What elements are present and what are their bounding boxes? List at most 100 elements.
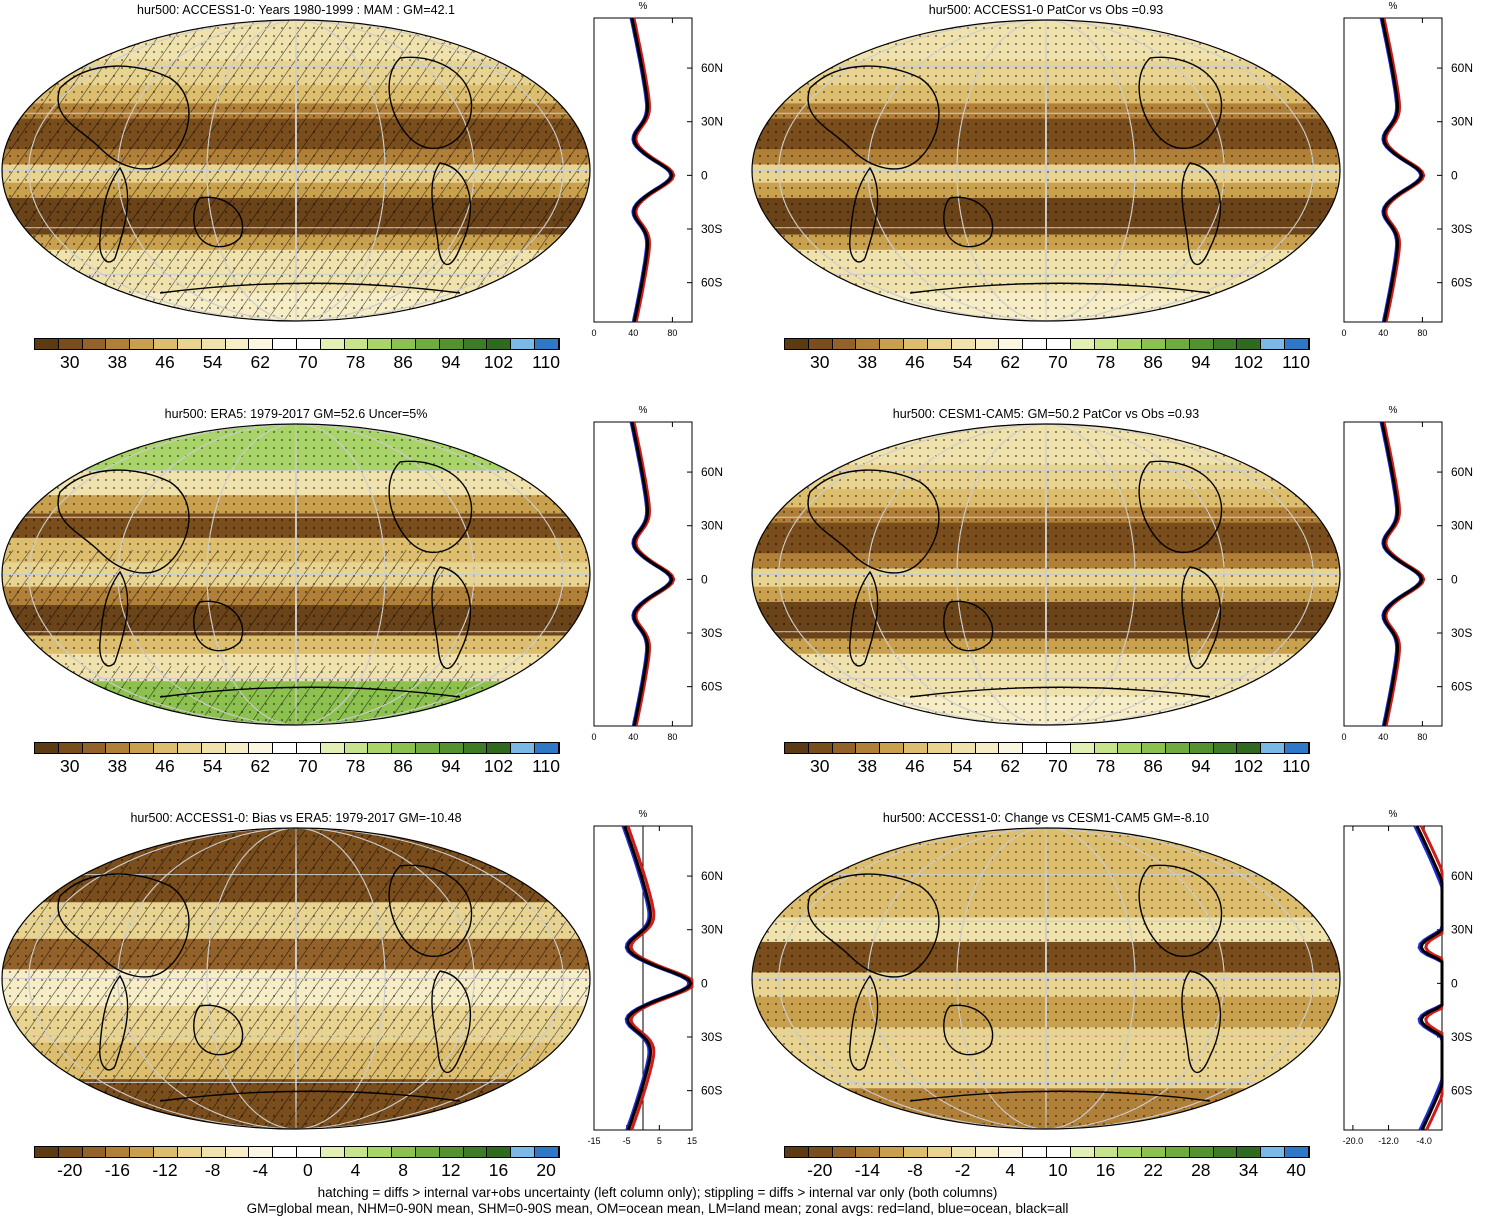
colorbar-swatch	[1046, 743, 1071, 753]
zonal-lat-label: 60N	[701, 61, 723, 75]
zonal-frame	[1343, 17, 1443, 323]
colorbar-swatch	[880, 339, 905, 349]
colorbar-swatch	[511, 1147, 536, 1157]
zonal-x-label: 0	[1341, 732, 1346, 742]
colorbar-swatch	[154, 339, 178, 349]
colorbar-swatch	[35, 743, 59, 753]
colorbar-swatch	[320, 339, 345, 349]
coastline	[909, 686, 1211, 698]
colorbar-tick-label: 70	[298, 756, 318, 776]
colorbar-swatch	[106, 743, 131, 753]
colorbar-swatch	[832, 1147, 857, 1157]
zonal-lat-label: 60N	[1451, 869, 1473, 883]
zonal-lat-label: 60S	[1451, 1084, 1472, 1098]
zonal-lat-label: 60S	[701, 276, 722, 290]
zonal-x-label: 0	[591, 732, 596, 742]
colorbar-tick-label: -2	[954, 1160, 971, 1180]
colorbar-swatch	[1189, 339, 1214, 349]
colorbar-tick-label: 38	[857, 352, 878, 372]
zonal-lat-label: 0	[1451, 572, 1458, 586]
colorbar-swatch	[535, 339, 559, 349]
coastline	[193, 1004, 244, 1056]
colorbar-swatch	[344, 1147, 369, 1157]
colorbar-swatch	[904, 339, 928, 349]
colorbar-swatch	[1142, 743, 1166, 753]
colorbar-swatch	[249, 743, 274, 753]
map-field	[2, 424, 590, 725]
colorbar-swatch	[1237, 743, 1262, 753]
zonal-lat-label: 30N	[1451, 923, 1473, 937]
colorbar-swatch	[808, 339, 833, 349]
zonal-x-label: -20.0	[1343, 1136, 1364, 1146]
colorbar-swatch	[130, 339, 155, 349]
zonal-lat-label: 30N	[1451, 519, 1473, 533]
colorbar-swatch	[1285, 743, 1309, 753]
colorbar-swatch	[344, 743, 369, 753]
colorbar-tick-label: 78	[345, 352, 366, 372]
colorbar-tick-label: 46	[155, 756, 175, 776]
colorbar-swatch	[1213, 339, 1238, 349]
map-panel-3	[1, 423, 591, 726]
colorbar-swatch	[1166, 743, 1190, 753]
colorbar-tick-label: 110	[1282, 352, 1311, 372]
colorbar-tick-label: 46	[155, 352, 175, 372]
zonal-lat-label: 30N	[1451, 115, 1473, 129]
zonal-lat-label: 30S	[701, 1030, 722, 1044]
colorbar-tick-label: -14	[854, 1160, 881, 1180]
colorbar-swatch	[999, 1147, 1024, 1157]
colorbar-tick-label: 40	[1286, 1160, 1306, 1180]
colorbar-tick-label: 86	[1143, 756, 1163, 776]
colorbar-swatch	[1142, 1147, 1166, 1157]
colorbar-swatch	[904, 743, 928, 753]
colorbar-swatch	[177, 1147, 202, 1157]
coastline	[388, 56, 473, 149]
zonal-unit-label: %	[1389, 809, 1398, 820]
colorbar-swatch	[1166, 339, 1190, 349]
colorbar-swatch	[416, 1147, 440, 1157]
colorbar-swatch	[1285, 339, 1309, 349]
colorbar-tick-label: 62	[1000, 352, 1020, 372]
colorbar-swatch	[392, 1147, 416, 1157]
colorbar-tick-label: 54	[202, 352, 223, 372]
zonal-plot-2: % 60N 30N 0 30S 60S 0 40 80	[1341, 1, 1473, 338]
colorbar-swatch	[487, 743, 512, 753]
coastline	[388, 460, 473, 553]
colorbar-tick-label: 70	[1048, 352, 1068, 372]
zonal-x-label: 80	[1417, 328, 1427, 338]
coastline	[431, 162, 472, 265]
colorbar-swatch	[951, 339, 976, 349]
colorbar-swatch	[106, 339, 131, 349]
coastline	[943, 1004, 994, 1056]
zonal-x-label: 40	[1378, 732, 1388, 742]
colorbar-swatch	[1094, 1147, 1119, 1157]
colorbar-swatch	[58, 1147, 83, 1157]
colorbar-swatch	[35, 339, 59, 349]
colorbar-swatch	[1237, 339, 1262, 349]
colorbar-swatch	[927, 743, 952, 753]
colorbar-tick-label: -20	[807, 1160, 833, 1180]
colorbar-labels-2: 30 38 46 54 62 70 78 86 94 102 110	[784, 352, 1311, 374]
colorbar-3	[34, 742, 560, 754]
colorbar-swatch	[785, 743, 809, 753]
colorbar-swatch	[58, 743, 83, 753]
colorbar-tick-label: 78	[1095, 756, 1116, 776]
zonal-x-label: 0	[591, 328, 596, 338]
colorbar-swatch	[856, 1147, 881, 1157]
colorbar-tick-label: 12	[441, 1160, 461, 1180]
colorbar-swatch	[511, 743, 536, 753]
colorbar-tick-label: 0	[303, 1160, 313, 1180]
colorbar-swatch	[296, 339, 321, 349]
colorbar-tick-label: 30	[809, 756, 830, 776]
coastline	[193, 196, 244, 248]
colorbar-swatch	[1046, 1147, 1071, 1157]
colorbar-tick-label: 94	[1191, 756, 1211, 776]
colorbar-tick-label: 62	[250, 352, 270, 372]
panel-title-2: hur500: ACCESS1-0 PatCor vs Obs =0.93	[928, 3, 1164, 17]
coastline	[1138, 56, 1223, 149]
colorbar-labels-6: -20 -14 -8 -2 4 10 16 22 28 34 40	[784, 1160, 1308, 1182]
panel-title-1: hur500: ACCESS1-0: Years 1980-1999 : MAM…	[137, 3, 455, 17]
colorbar-swatch	[249, 339, 274, 349]
colorbar-swatch	[856, 743, 881, 753]
colorbar-swatch	[439, 339, 464, 349]
colorbar-tick-label: 16	[488, 1160, 509, 1180]
